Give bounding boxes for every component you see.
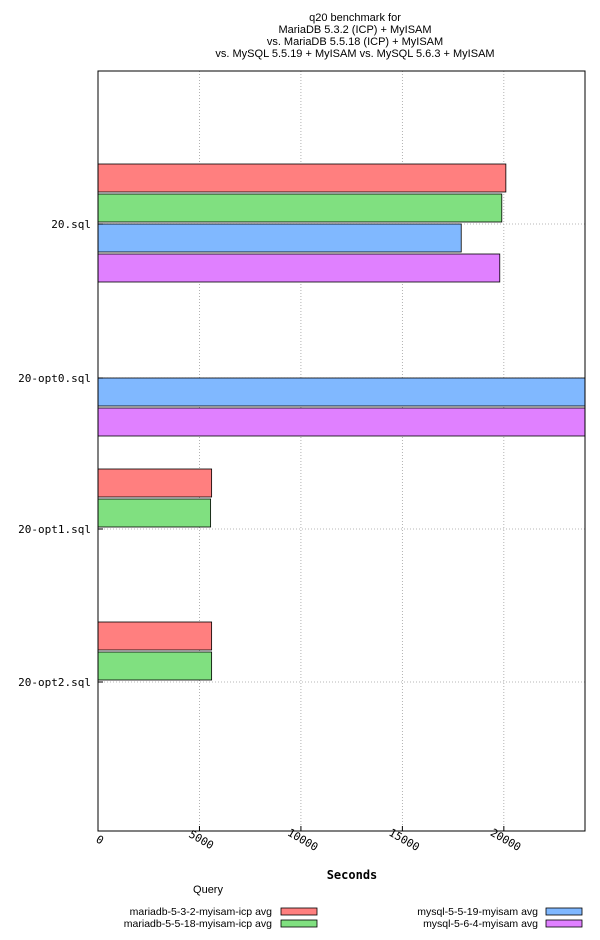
y-axis-label: Query bbox=[193, 884, 223, 896]
x-tick-label: 20000 bbox=[488, 826, 523, 854]
legend-swatch bbox=[545, 919, 583, 928]
legend-label: mariadb-5-3-2-myisam-icp avg bbox=[130, 906, 273, 918]
x-tick-labels: 0 5000 10000 15000 20000 bbox=[94, 826, 523, 854]
y-tick-label: 20-opt2.sql bbox=[18, 676, 91, 689]
bar bbox=[97, 498, 212, 528]
chart-title-line: q20 benchmark for bbox=[309, 12, 401, 24]
bar bbox=[97, 377, 586, 407]
x-tick-label: 15000 bbox=[387, 826, 422, 854]
x-tick-label: 10000 bbox=[285, 826, 320, 854]
legend: mariadb-5-3-2-myisam-icp avgmariadb-5-5-… bbox=[124, 906, 583, 930]
bar bbox=[97, 163, 507, 193]
bars bbox=[97, 163, 586, 681]
legend-swatch bbox=[280, 907, 318, 916]
y-tick-label: 20-opt1.sql bbox=[18, 523, 91, 536]
y-tick-label: 20.sql bbox=[51, 218, 91, 231]
bar bbox=[97, 193, 503, 223]
bar bbox=[97, 253, 501, 283]
y-tick-labels: 20.sql 20-opt0.sql 20-opt1.sql 20-opt2.sql bbox=[18, 218, 103, 689]
legend-label: mysql-5-5-19-myisam avg bbox=[417, 906, 538, 918]
chart-title-line: vs. MySQL 5.5.19 + MyISAM vs. MySQL 5.6.… bbox=[215, 48, 494, 60]
chart-title-line: vs. MariaDB 5.5.18 (ICP) + MyISAM bbox=[267, 36, 443, 48]
chart-title-line: MariaDB 5.3.2 (ICP) + MyISAM bbox=[278, 24, 431, 36]
x-tick-label: 0 bbox=[94, 833, 106, 848]
x-axis-label: Seconds bbox=[327, 868, 378, 882]
bar bbox=[97, 468, 213, 498]
legend-swatch bbox=[545, 907, 583, 916]
bar bbox=[97, 223, 462, 253]
plot-frame bbox=[97, 70, 586, 832]
legend-label: mysql-5-6-4-myisam avg bbox=[423, 918, 538, 930]
bar bbox=[97, 651, 213, 681]
legend-label: mariadb-5-5-18-myisam-icp avg bbox=[124, 918, 272, 930]
bar bbox=[97, 621, 213, 651]
y-tick-label: 20-opt0.sql bbox=[18, 372, 91, 385]
legend-swatch bbox=[280, 919, 318, 928]
bar bbox=[97, 407, 586, 437]
